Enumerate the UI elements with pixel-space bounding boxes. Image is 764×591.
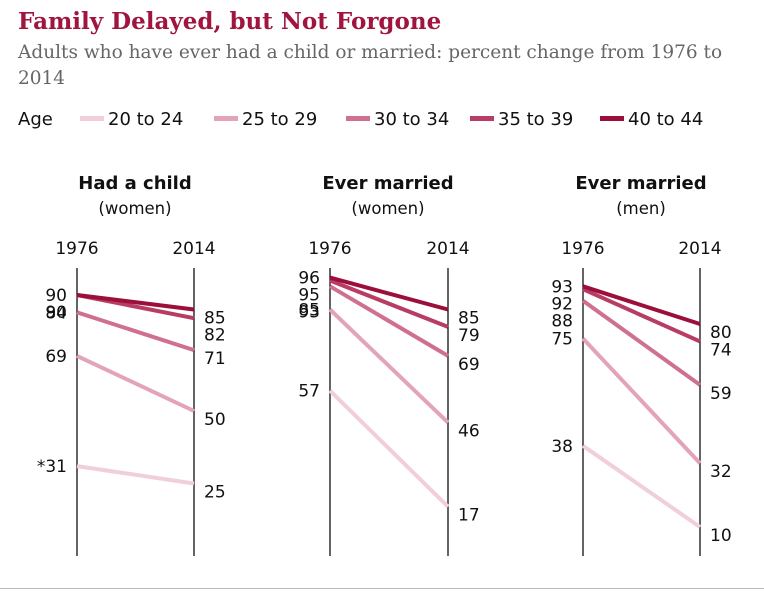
data-label-start: 38 — [551, 437, 573, 457]
data-label-start: 95 — [298, 286, 320, 306]
bottom-rule — [0, 588, 764, 589]
chart-title: Family Delayed, but Not Forgone — [18, 8, 442, 35]
series-line-2 — [328, 308, 450, 425]
legend-item-20-24: 20 to 24 — [80, 109, 183, 130]
data-label-end: 85 — [204, 309, 226, 329]
series-line-4 — [582, 287, 701, 344]
data-label-start: 88 — [551, 311, 573, 331]
series-line-5 — [582, 284, 701, 326]
data-label-end: 59 — [710, 384, 732, 404]
panel-title: Ever married — [322, 173, 453, 194]
data-label-end: 71 — [204, 349, 226, 369]
legend-label-25-29: 25 to 29 — [242, 109, 318, 130]
x-tick-label-end: 2014 — [426, 239, 469, 259]
data-label-end: 69 — [458, 355, 480, 375]
legend-item-25-29: 25 to 29 — [214, 109, 317, 130]
series-line-1 — [581, 444, 702, 529]
data-label-start: 90 — [45, 303, 67, 323]
legend-item-35-39: 35 to 39 — [470, 109, 573, 130]
legend-label-40-44: 40 to 44 — [628, 109, 704, 130]
data-label-start: 84 — [45, 303, 67, 323]
x-tick-label-end: 2014 — [172, 239, 215, 259]
series-line-4 — [329, 278, 449, 329]
panel-subtitle: (men) — [616, 199, 666, 218]
panel-title: Had a child — [78, 173, 191, 194]
data-label-start: 93 — [551, 277, 573, 297]
data-label-end: 74 — [710, 340, 732, 360]
chart-subtitle: Adults who have ever had a child or marr… — [18, 42, 723, 89]
legend-swatch-20-24 — [80, 115, 104, 121]
data-label-end: 82 — [204, 326, 226, 346]
legend-label-35-39: 35 to 39 — [498, 109, 574, 130]
data-label-end: 10 — [710, 526, 732, 546]
data-label-start: 75 — [551, 330, 573, 350]
legend-item-40-44: 40 to 44 — [600, 109, 703, 130]
legend-item-30-34: 30 to 34 — [346, 109, 449, 130]
data-label-start: 57 — [298, 382, 320, 402]
data-label-start: 90 — [45, 286, 67, 306]
panel-subtitle: (women) — [98, 199, 171, 218]
series-line-5 — [76, 293, 195, 312]
x-tick-label-start: 1976 — [561, 239, 604, 259]
legend-swatch-40-44 — [600, 115, 624, 121]
series-line-1 — [328, 389, 450, 509]
x-tick-label-end: 2014 — [678, 239, 721, 259]
data-label-end: 80 — [710, 323, 732, 343]
data-label-start: *31 — [37, 457, 67, 477]
legend-swatch-30-34 — [346, 115, 370, 121]
legend-swatch-25-29 — [214, 115, 238, 121]
data-label-start: 93 — [298, 303, 320, 323]
x-tick-label-start: 1976 — [55, 239, 98, 259]
data-label-end: 85 — [458, 309, 480, 329]
data-label-end: 46 — [458, 422, 480, 442]
legend-label-20-24: 20 to 24 — [108, 109, 184, 130]
data-label-end: 32 — [710, 462, 732, 482]
series-line-1 — [76, 464, 195, 486]
panel-2: Ever married(women)1976 20149695938557857… — [298, 173, 480, 556]
data-label-end: 79 — [458, 326, 480, 346]
data-label-end: 25 — [204, 483, 226, 503]
legend-title: Age — [18, 109, 53, 130]
series-line-3 — [328, 284, 450, 358]
series-line-2 — [76, 354, 195, 413]
series-line-2 — [581, 337, 702, 465]
series-line-5 — [329, 275, 449, 312]
data-label-end: 50 — [204, 410, 226, 430]
series-line-3 — [76, 310, 195, 353]
data-label-start: 85 — [298, 301, 320, 321]
data-label-end: 17 — [458, 506, 480, 526]
data-label-start: 92 — [551, 294, 573, 314]
data-label-start: 69 — [45, 347, 67, 367]
panel-title: Ever married — [575, 173, 706, 194]
x-tick-label-start: 1976 — [308, 239, 351, 259]
legend-label-30-34: 30 to 34 — [374, 109, 450, 130]
legend-swatch-35-39 — [470, 115, 494, 121]
data-label-start: 96 — [298, 269, 320, 289]
series-line-3 — [581, 299, 702, 387]
panel-subtitle: (women) — [351, 199, 424, 218]
